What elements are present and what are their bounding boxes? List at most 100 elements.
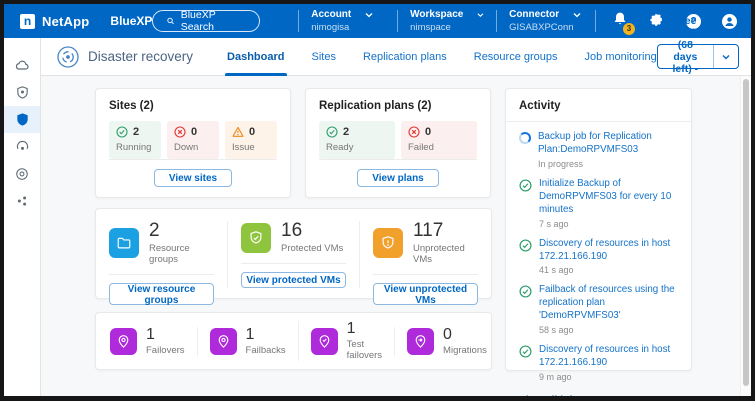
chevron-down-icon xyxy=(477,12,484,17)
account-menu[interactable]: Account nimogisa xyxy=(311,9,385,33)
workspace-value: nimspace xyxy=(410,22,451,33)
free-trial-button[interactable]: Free trial (68 days left) - View details xyxy=(656,15,739,99)
protected-vms-label: Protected VMs xyxy=(281,243,344,254)
resource-groups-label: Resource groups xyxy=(149,243,190,265)
shield-alert-icon xyxy=(373,228,403,258)
activity-timestamp: 41 s ago xyxy=(539,265,574,276)
resources-card: 2 Resource groups View resource groups xyxy=(95,208,492,306)
activity-link[interactable]: Backup job for Replication Plan:DemoRPVM… xyxy=(538,131,652,155)
view-protected-vms-button[interactable]: View protected VMs xyxy=(241,272,346,288)
view-sites-button[interactable]: View sites xyxy=(153,169,233,187)
workspace-label: Workspace xyxy=(410,9,464,20)
plans-failed-stat: 0 Failed xyxy=(401,121,477,159)
divider xyxy=(506,121,691,122)
in-progress-spinner-icon xyxy=(519,132,531,144)
chevron-down-icon xyxy=(365,12,373,17)
failovers-count: 1 xyxy=(146,325,155,343)
activity-link[interactable]: Initialize Backup of DemoRPVMFS03 for ev… xyxy=(539,177,672,215)
divider xyxy=(298,10,300,32)
sidebar-item-extensions[interactable] xyxy=(4,160,40,187)
workspace-menu[interactable]: Workspace nimspace xyxy=(410,9,484,33)
divider xyxy=(109,159,277,160)
folder-icon xyxy=(109,228,139,258)
sidebar-item-protection[interactable] xyxy=(4,106,40,133)
search-icon xyxy=(167,17,175,25)
divider xyxy=(595,10,597,32)
view-all-jobs-link[interactable]: View all jobs xyxy=(519,394,678,396)
view-resource-groups-button[interactable]: View resource groups xyxy=(109,283,214,306)
account-value: nimogisa xyxy=(311,22,350,33)
sites-issue-stat: 0 Issue xyxy=(225,121,277,159)
unprotected-vms-section: 117 Unprotected VMs View unprotected VMs xyxy=(359,221,491,306)
x-circle-icon xyxy=(174,126,186,138)
sidebar-item-health[interactable] xyxy=(4,79,40,106)
divider xyxy=(397,10,399,32)
view-plans-button[interactable]: View plans xyxy=(357,169,439,187)
tab-dashboard[interactable]: Dashboard xyxy=(225,38,287,76)
settings-gear-icon[interactable] xyxy=(649,13,665,29)
failbacks-count: 1 xyxy=(245,325,255,343)
dashboard-content: Sites (2) 2 Running 0 xyxy=(41,76,751,396)
unprotected-vms-label: Unprotected VMs xyxy=(413,243,465,265)
protection-icon xyxy=(16,113,28,126)
user-avatar-icon[interactable] xyxy=(722,13,738,29)
notification-badge: 3 xyxy=(623,22,636,35)
failbacks-stat: 1 Failbacks xyxy=(196,325,298,356)
tab-replication-plans[interactable]: Replication plans xyxy=(362,50,447,63)
brand-name: NetApp xyxy=(42,13,90,29)
x-circle-icon xyxy=(408,126,420,138)
plans-ready-stat: 2 Ready xyxy=(319,121,395,159)
running-label: Running xyxy=(116,142,152,153)
activity-link[interactable]: Failback of resources using the replicat… xyxy=(539,284,675,322)
notifications-button[interactable]: 3 xyxy=(612,11,636,35)
resource-groups-count: 2 xyxy=(149,220,160,241)
activity-item: Backup job for Replication Plan:DemoRPVM… xyxy=(519,131,678,169)
top-icon-group: 3 ? xyxy=(612,11,738,35)
ready-count: 2 xyxy=(343,126,350,138)
protected-vms-count: 16 xyxy=(281,220,303,241)
operations-card: 1 Failovers 1 Failbacks xyxy=(95,312,492,370)
check-circle-icon xyxy=(116,126,128,138)
test-failovers-count: 1 xyxy=(346,320,356,337)
migrations-count: 0 xyxy=(443,325,452,343)
bell-icon xyxy=(614,12,626,24)
view-unprotected-vms-button[interactable]: View unprotected VMs xyxy=(373,283,478,306)
page-scrollbar[interactable] xyxy=(740,76,751,396)
divider xyxy=(496,10,498,32)
help-icon[interactable]: ? xyxy=(686,13,702,29)
trial-dropdown-toggle[interactable] xyxy=(713,45,738,68)
activity-link[interactable]: Discovery of resources in host 172.21.16… xyxy=(539,344,671,369)
ready-label: Ready xyxy=(326,142,354,153)
failovers-stat: 1 Failovers xyxy=(98,325,197,356)
scrollbar-thumb[interactable] xyxy=(743,79,749,387)
divider xyxy=(319,159,477,160)
running-count: 2 xyxy=(133,126,140,138)
activity-status: In progress xyxy=(538,158,584,169)
replication-plans-card: Replication plans (2) 2 Ready xyxy=(305,88,491,198)
search-label: BlueXP Search xyxy=(180,9,216,33)
activity-timestamp: 9 m ago xyxy=(539,372,572,383)
check-circle-icon xyxy=(519,345,532,358)
page-title: Disaster recovery xyxy=(88,49,194,64)
shield-check-icon xyxy=(241,222,271,253)
disaster-recovery-icon xyxy=(57,45,79,68)
search-input[interactable]: BlueXP Search xyxy=(152,9,261,33)
sidebar-item-mobility[interactable] xyxy=(4,133,40,160)
check-circle-icon xyxy=(519,239,532,252)
migrations-label: Migrations xyxy=(443,344,487,356)
check-circle-icon xyxy=(326,126,338,138)
sites-down-stat: 0 Down xyxy=(167,121,219,159)
chevron-down-icon xyxy=(573,12,581,17)
tab-job-monitoring[interactable]: Job monitoring xyxy=(584,50,657,63)
test-failovers-stat: 1 Test failovers xyxy=(297,320,394,361)
tab-sites[interactable]: Sites xyxy=(311,50,336,63)
activity-item: Initialize Backup of DemoRPVMFS03 for ev… xyxy=(519,178,678,229)
connector-menu[interactable]: Connector GISABXPConn xyxy=(509,9,583,33)
pin-migration-icon xyxy=(407,327,435,355)
down-count: 0 xyxy=(191,126,198,138)
sidebar-item-storage[interactable] xyxy=(4,52,40,79)
sidebar-item-governance[interactable] xyxy=(4,187,40,214)
tab-resource-groups[interactable]: Resource groups xyxy=(473,50,558,63)
activity-link[interactable]: Discovery of resources in host 172.21.16… xyxy=(539,237,671,262)
